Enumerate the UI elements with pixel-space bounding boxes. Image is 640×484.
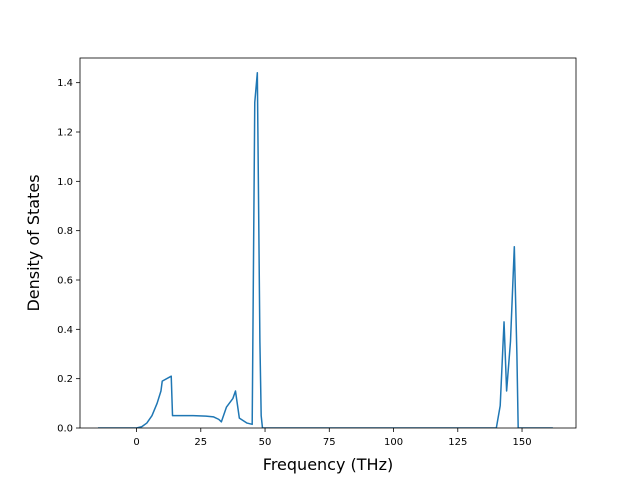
x-axis-label: Frequency (THz)	[263, 455, 393, 474]
y-tick-label: 0.6	[57, 276, 73, 287]
x-tick-label: 75	[323, 437, 336, 448]
y-tick-label: 1.4	[57, 78, 73, 89]
y-tick-label: 1.0	[57, 177, 73, 188]
x-axis-ticks: 0 25 50 75 100 125 150	[133, 428, 532, 448]
plot-frame	[79, 57, 577, 429]
x-tick-label: 125	[448, 437, 467, 448]
y-tick-label: 0.0	[57, 424, 73, 435]
dos-series-line	[97, 72, 553, 428]
y-axis-ticks: 0.0 0.2 0.4 0.6 0.8 1.0 1.2 1.4	[57, 78, 80, 435]
y-tick-label: 1.2	[57, 128, 73, 139]
y-tick-label: 0.8	[57, 226, 73, 237]
x-tick-label: 150	[512, 437, 531, 448]
y-tick-label: 0.4	[57, 325, 73, 336]
x-tick-label: 50	[259, 437, 272, 448]
x-tick-label: 25	[194, 437, 207, 448]
plot-area	[79, 57, 577, 429]
x-tick-label: 0	[133, 437, 139, 448]
y-tick-label: 0.2	[57, 374, 73, 385]
x-tick-label: 100	[384, 437, 403, 448]
y-axis-label: Density of States	[24, 174, 43, 311]
plot-background	[80, 58, 576, 428]
